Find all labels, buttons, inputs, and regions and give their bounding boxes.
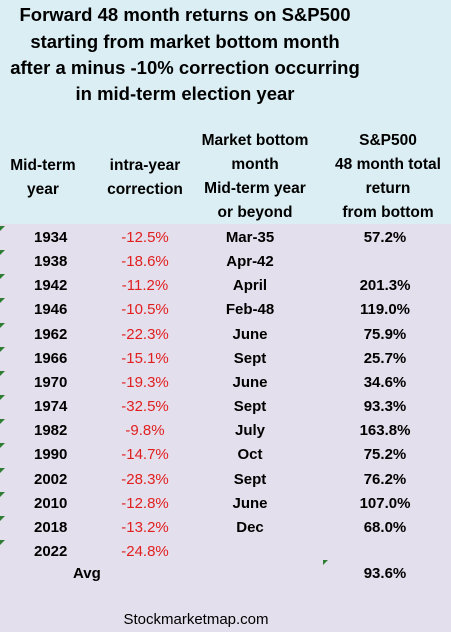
row-year: 1974	[34, 398, 68, 415]
row-return: 75.2%	[363, 446, 407, 463]
row-year: 1966	[34, 350, 68, 367]
cell-marker-icon	[0, 468, 5, 473]
row-year: 2022	[34, 543, 68, 560]
header-year: Mid-term year	[0, 154, 86, 202]
row-return: 68.0%	[363, 519, 407, 536]
row-bottom-month: Mar-35	[225, 229, 275, 246]
row-bottom-month: Feb-48	[225, 301, 275, 318]
title-line-2: starting from market bottom month	[30, 31, 340, 52]
row-year: 2010	[34, 495, 68, 512]
row-bottom-month: Oct	[237, 446, 263, 463]
row-return: 76.2%	[363, 471, 407, 488]
row-bottom-month: Apr-42	[226, 253, 274, 270]
row-bottom-month: June	[232, 326, 268, 343]
header-bottom-line-3: Mid-term year	[204, 180, 306, 197]
row-bottom-month: April	[232, 277, 268, 294]
title-line-4: in mid-term election year	[75, 83, 295, 104]
header-return-line-3: return	[365, 180, 411, 197]
cell-marker-icon	[0, 226, 5, 231]
row-correction: -12.8%	[121, 495, 169, 512]
title-line-1: Forward 48 month returns on S&P500	[19, 4, 351, 25]
row-year: 1938	[34, 253, 68, 270]
row-bottom-month: Sept	[233, 398, 267, 415]
row-year: 1946	[34, 301, 68, 318]
row-correction: -14.7%	[121, 446, 169, 463]
row-year: 2002	[34, 471, 68, 488]
cell-marker-icon	[0, 298, 5, 303]
row-year: 1962	[34, 326, 68, 343]
row-year: 1942	[34, 277, 68, 294]
row-correction: -28.3%	[121, 471, 169, 488]
cell-marker-icon	[0, 347, 5, 352]
row-return: 201.3%	[359, 277, 411, 294]
header-correction-line-1: intra-year	[109, 157, 181, 174]
header-correction-line-2: correction	[107, 181, 183, 198]
avg-return: 93.6%	[363, 565, 407, 582]
row-year: 1934	[34, 229, 68, 246]
row-correction: -22.3%	[121, 326, 169, 343]
row-return: 119.0%	[359, 301, 411, 318]
row-return: 163.8%	[359, 422, 411, 439]
row-correction: -19.3%	[121, 374, 169, 391]
cell-marker-icon	[0, 371, 5, 376]
row-correction: -12.5%	[121, 229, 169, 246]
cell-marker-icon	[0, 250, 5, 255]
row-correction: -32.5%	[121, 398, 169, 415]
row-return: 107.0%	[359, 495, 411, 512]
title-band	[0, 0, 451, 224]
row-correction: -18.6%	[121, 253, 169, 270]
row-bottom-month: June	[232, 374, 268, 391]
title-line-3: after a minus -10% correction occurring	[10, 57, 360, 78]
header-return-line-2: 48 month total	[335, 156, 441, 173]
row-correction: -13.2%	[121, 519, 169, 536]
row-year: 1970	[34, 374, 68, 391]
header-year-line-2: year	[27, 181, 59, 198]
header-return-line-1: S&P500	[359, 132, 417, 149]
header-correction: intra-year correction	[100, 154, 190, 202]
row-bottom-month: Sept	[233, 350, 267, 367]
row-correction: -15.1%	[121, 350, 169, 367]
row-correction: -11.2%	[121, 277, 169, 294]
row-return: 93.3%	[363, 398, 407, 415]
cell-marker-icon	[0, 540, 5, 545]
cell-marker-icon	[0, 323, 5, 328]
cell-marker-icon	[0, 516, 5, 521]
header-bottom-line-4: or beyond	[217, 204, 293, 221]
header-bottom: Market bottom month Mid-term year or bey…	[190, 129, 320, 225]
header-year-line-1: Mid-term	[10, 157, 76, 174]
row-return: 25.7%	[363, 350, 407, 367]
cell-marker-icon	[0, 492, 5, 497]
cell-marker-icon	[0, 443, 5, 448]
avg-label: Avg	[73, 565, 101, 582]
row-bottom-month: Dec	[236, 519, 264, 536]
row-year: 2018	[34, 519, 68, 536]
header-return: S&P500 48 month total return from bottom	[325, 129, 451, 225]
row-year: 1982	[34, 422, 68, 439]
row-correction: -24.8%	[121, 543, 169, 560]
row-bottom-month: June	[232, 495, 268, 512]
row-correction: -10.5%	[121, 301, 169, 318]
header-bottom-line-2: month	[231, 156, 279, 173]
row-return: 34.6%	[363, 374, 407, 391]
cell-marker-icon	[0, 274, 5, 279]
footer-source: Stockmarketmap.com	[123, 611, 269, 628]
header-bottom-line-1: Market bottom	[201, 132, 309, 149]
row-return: 75.9%	[363, 326, 407, 343]
row-return: 57.2%	[363, 229, 407, 246]
cell-marker-icon	[0, 419, 5, 424]
row-year: 1990	[34, 446, 68, 463]
row-bottom-month: Sept	[233, 471, 267, 488]
cell-marker-icon	[0, 395, 5, 400]
row-bottom-month: July	[234, 422, 265, 439]
row-correction: -9.8%	[125, 422, 165, 439]
cell-marker-icon	[323, 560, 328, 565]
header-return-line-4: from bottom	[342, 204, 434, 221]
